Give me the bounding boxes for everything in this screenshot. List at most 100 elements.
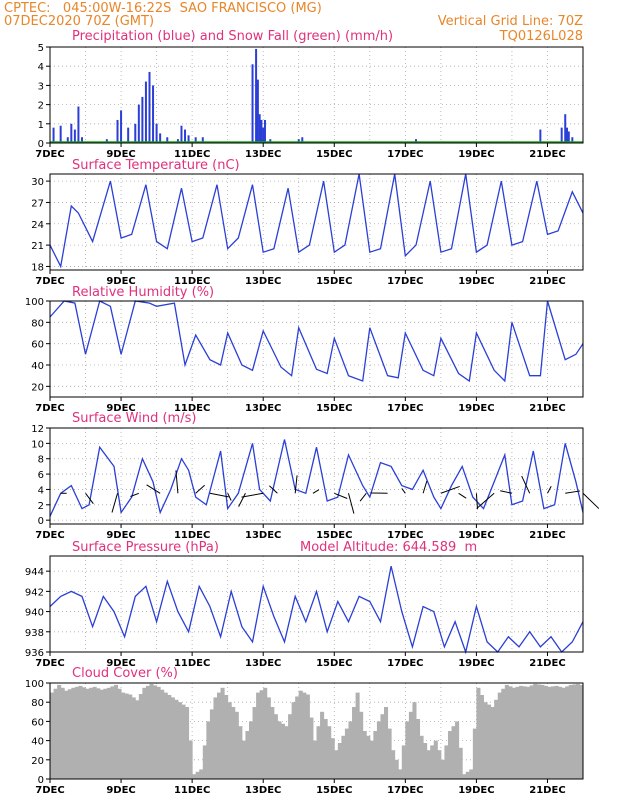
wind-arrow bbox=[241, 492, 264, 498]
cloud-cover-bar bbox=[277, 721, 282, 779]
x-tick-label: 19DEC bbox=[458, 785, 494, 796]
panel-temperature: 18 21 24 27 30 7DEC 9DEC 11DEC 13DEC 15DEC 17DEC 19… bbox=[31, 173, 584, 287]
cloud-cover-bar bbox=[387, 728, 392, 779]
wind-arrow bbox=[334, 492, 348, 499]
wind-arrow bbox=[521, 475, 531, 494]
cloud-cover-bar bbox=[50, 692, 55, 779]
panel-title-humidity: Relative Humidity (%) bbox=[72, 285, 214, 300]
x-tick-label: 9DEC bbox=[106, 658, 135, 669]
panel-wind: 0 2 4 6 8 10 12 7DEC 9DEC 11DEC 13DEC 15DEC 17DEC 19D… bbox=[31, 424, 600, 541]
cloud-cover-bar bbox=[494, 699, 499, 779]
y-tick-label: 20 bbox=[31, 756, 44, 767]
cloud-cover-bar bbox=[121, 692, 126, 779]
cloud-cover-bar bbox=[572, 684, 577, 779]
cloud-cover-bar bbox=[551, 686, 556, 779]
y-tick-label: 40 bbox=[31, 737, 44, 748]
x-tick-label: 21DEC bbox=[529, 149, 565, 160]
cloud-cover-bar bbox=[344, 728, 349, 779]
cloud-cover-bar bbox=[209, 709, 214, 779]
x-tick-label: 15DEC bbox=[316, 149, 352, 160]
cloud-cover-bar bbox=[234, 711, 239, 779]
y-tick-label: 40 bbox=[31, 361, 44, 372]
cloud-cover-bar bbox=[533, 683, 538, 779]
precip-bar bbox=[263, 119, 266, 143]
cloud-cover-bar bbox=[447, 731, 453, 779]
x-tick-label: 21DEC bbox=[529, 403, 565, 414]
wind-arrow bbox=[401, 488, 406, 494]
wind-arrow bbox=[458, 492, 467, 499]
cloud-cover-bar bbox=[565, 686, 570, 779]
precip-bar bbox=[571, 137, 574, 143]
cloud-cover-bar bbox=[192, 774, 197, 779]
cloud-cover-bar bbox=[241, 740, 246, 779]
x-tick-label: 13DEC bbox=[245, 785, 281, 796]
cloud-cover-bar bbox=[170, 697, 175, 779]
cloud-cover-bar bbox=[522, 686, 527, 779]
precip-bar bbox=[80, 137, 83, 143]
precip-bar bbox=[564, 114, 567, 143]
cloud-cover-bar bbox=[490, 707, 495, 779]
cloud-cover-bar bbox=[124, 693, 129, 779]
cloud-cover-bar bbox=[92, 686, 97, 779]
cloud-cover-bar bbox=[145, 685, 150, 779]
wind-arrow bbox=[195, 484, 205, 494]
cloud-cover-bar bbox=[202, 745, 207, 779]
y-tick-label: 4 bbox=[38, 485, 44, 496]
precip-bar bbox=[297, 139, 300, 143]
cloud-cover-bar bbox=[316, 726, 321, 779]
cloud-cover-bar bbox=[462, 774, 467, 779]
x-tick-label: 7DEC bbox=[35, 276, 64, 287]
cloud-cover-bar bbox=[149, 683, 154, 779]
cloud-cover-bar bbox=[334, 750, 339, 779]
cloud-cover-bar bbox=[529, 685, 534, 779]
cloud-cover-bar bbox=[64, 690, 69, 779]
y-tick-label: 936 bbox=[25, 648, 44, 659]
cloud-cover-bar bbox=[558, 686, 563, 779]
y-tick-label: 2 bbox=[38, 501, 44, 512]
y-tick-label: 2 bbox=[38, 101, 44, 112]
x-tick-label: 19DEC bbox=[458, 403, 494, 414]
cloud-cover-bar bbox=[543, 685, 548, 779]
cloud-cover-bar bbox=[298, 690, 303, 779]
cloud-cover-bar bbox=[369, 740, 374, 779]
cloud-cover-bar bbox=[504, 684, 509, 779]
cloud-cover-bar bbox=[160, 689, 165, 779]
cloud-cover-bar bbox=[408, 711, 413, 779]
cloud-cover-bar bbox=[188, 740, 193, 779]
cloud-cover-bar bbox=[231, 707, 236, 779]
cloud-cover-bar bbox=[323, 719, 328, 779]
y-tick-label: 8 bbox=[38, 455, 44, 466]
cloud-cover-bar bbox=[373, 731, 378, 779]
cloud-cover-bar bbox=[99, 689, 104, 779]
y-tick-label: 24 bbox=[31, 220, 44, 231]
cloud-cover-bar bbox=[185, 707, 190, 779]
cloud-cover-bar bbox=[177, 702, 182, 779]
panel-title-wind: Surface Wind (m/s) bbox=[72, 411, 196, 426]
cloud-cover-bar bbox=[167, 695, 172, 779]
x-tick-label: 17DEC bbox=[387, 149, 423, 160]
cloud-cover-bar bbox=[220, 687, 225, 779]
wind-arrow bbox=[475, 493, 479, 510]
cloud-cover-bar bbox=[288, 714, 293, 779]
cloud-cover-bar bbox=[380, 714, 385, 779]
x-tick-label: 9DEC bbox=[106, 149, 135, 160]
cloud-cover-bar bbox=[224, 695, 229, 779]
panel-title-cloud-cover: Cloud Cover (%) bbox=[72, 666, 178, 681]
x-tick-label: 13DEC bbox=[245, 530, 281, 541]
y-tick-label: 60 bbox=[31, 340, 44, 351]
panel-precipitation: 0 1 2 3 4 5 7DEC 9DEC 11DEC 13DEC 15DEC 17DEC 19DEC 2… bbox=[35, 43, 584, 160]
x-tick-label: 7DEC bbox=[35, 658, 64, 669]
cloud-cover-bar bbox=[248, 721, 254, 779]
x-tick-label: 11DEC bbox=[174, 785, 210, 796]
wind-arrow bbox=[500, 490, 513, 494]
y-tick-label: 10 bbox=[31, 439, 44, 450]
cloud-cover-bar bbox=[430, 745, 435, 779]
cloud-cover-bar bbox=[320, 711, 325, 779]
precip-bar bbox=[70, 123, 73, 143]
cloud-cover-bar bbox=[476, 687, 481, 779]
cloud-cover-bar bbox=[280, 723, 286, 779]
x-tick-label: 9DEC bbox=[106, 785, 135, 796]
cloud-cover-bar bbox=[163, 692, 168, 779]
x-tick-label: 19DEC bbox=[458, 276, 494, 287]
y-tick-label: 60 bbox=[31, 717, 44, 728]
